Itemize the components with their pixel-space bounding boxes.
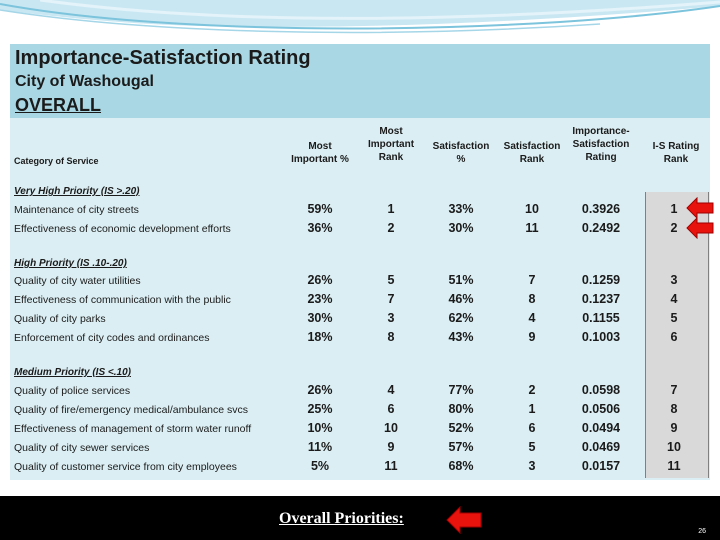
title-band: Importance-Satisfaction Rating City of W… [10,44,710,118]
table-row: Quality of fire/emergency medical/ambula… [14,402,678,416]
group-title-medium: Medium Priority (IS <.10) [14,367,131,378]
table-row: Quality of city parks 30% 3 62% 4 0.1155 5 [14,311,678,325]
table-row: Effectiveness of economic development ef… [14,221,678,235]
section-label: OVERALL [15,95,102,115]
most-important-pct-header: Most Important % [291,141,349,165]
table-title: Importance-Satisfaction Rating [15,47,311,69]
satisfaction-pct-header: Satisfaction% [432,141,490,165]
left-arrow-icon [686,197,714,219]
table-row: Quality of city water utilities 26% 5 51% 7 0… [14,273,678,287]
importance-satisfaction-table: Importance-Satisfaction Rating City of W… [10,44,710,480]
table-row: Quality of city sewer services 11% 9 57% 5 0.… [14,440,681,454]
table-row: Enforcement of city codes and ordinances… [14,330,678,344]
group-title-high: High Priority (IS .10-.20) [14,258,127,269]
group-title-very-high: Very High Priority (IS >.20) [14,186,140,197]
is-rank-header: I-S Rating Rank [652,141,700,165]
table-row: Quality of customer service from city em… [14,459,681,473]
left-arrow-icon [446,506,482,534]
decorative-swoosh [0,0,720,34]
is-rating-header: Importance- Satisfaction Rating [572,126,630,163]
table-row: Effectiveness of management of storm wat… [14,421,678,435]
left-arrow-icon [686,217,714,239]
page-number: 26 [698,528,706,535]
table-row: Maintenance of city streets 59% 1 33% 10 0.39… [14,202,678,216]
table-subtitle: City of Washougal [15,73,154,90]
most-important-rank-header: Most Important Rank [367,126,415,163]
footer-bar: Overall Priorities: 26 [0,496,720,540]
footer-label: Overall Priorities: [279,510,404,527]
table-row: Quality of police services 26% 4 77% 2 0.0598… [14,383,678,397]
satisfaction-rank-header: Satisfaction Rank [503,141,561,165]
is-rank-column-shade [645,192,709,478]
table-row: Effectiveness of communication with the … [14,292,678,306]
category-header: Category of Service [14,156,99,166]
